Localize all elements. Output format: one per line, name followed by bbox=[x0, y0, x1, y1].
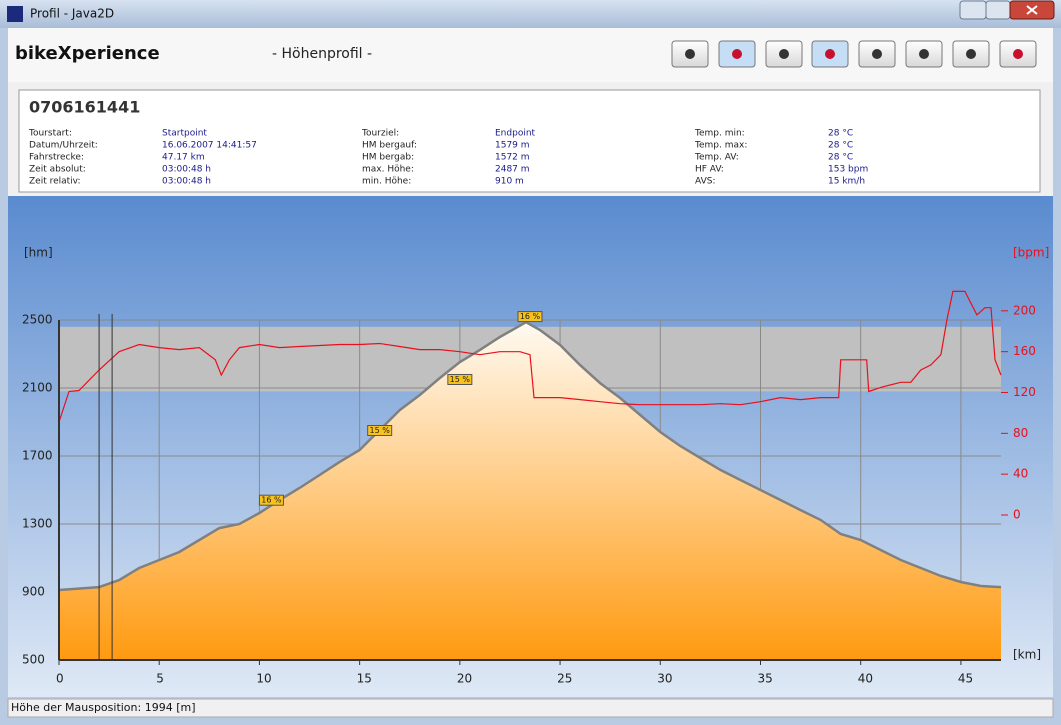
grade-badge bbox=[367, 425, 393, 436]
button-icon bbox=[872, 49, 882, 59]
x-tick-label: 45 bbox=[958, 672, 973, 686]
y-tick-label: 1300 bbox=[22, 517, 53, 531]
elevation-line bbox=[58, 320, 1002, 592]
button-icon bbox=[1013, 49, 1023, 59]
view-title: - Höhenprofil - bbox=[272, 46, 372, 62]
y-tick-label: 900 bbox=[22, 585, 45, 599]
field-label: Datum/Uhrzeit: bbox=[29, 141, 98, 151]
status-text: Höhe der Mausposition: 1994 [m] bbox=[11, 701, 196, 714]
x-tick-label: 25 bbox=[557, 672, 572, 686]
field-label: Temp. max: bbox=[694, 141, 747, 151]
field-label: Zeit relativ: bbox=[29, 177, 81, 187]
field-value: 03:00:48 h bbox=[162, 177, 211, 187]
field-value: Startpoint bbox=[162, 129, 207, 139]
field-label: AVS: bbox=[695, 177, 715, 187]
button-icon bbox=[732, 49, 742, 59]
elevation-area bbox=[59, 322, 1001, 660]
field-label: Fahrstrecke: bbox=[29, 153, 84, 163]
button-icon bbox=[779, 49, 789, 59]
field-value: 153 bpm bbox=[828, 165, 868, 175]
grade-label: 16 % bbox=[261, 496, 282, 505]
grade-label: 16 % bbox=[520, 312, 541, 321]
y2-tick-label: 120 bbox=[1013, 385, 1036, 399]
y-tick-label: 2100 bbox=[22, 381, 53, 395]
x-tick-label: 20 bbox=[457, 672, 472, 686]
field-value: 28 °C bbox=[828, 129, 853, 139]
grade-label: 15 % bbox=[370, 426, 391, 435]
y-axis-title: [hm] bbox=[24, 246, 53, 260]
field-label: HF AV: bbox=[695, 165, 724, 175]
button-icon bbox=[966, 49, 976, 59]
x-tick-label: 10 bbox=[256, 672, 271, 686]
x-tick-label: 30 bbox=[657, 672, 672, 686]
field-label: max. Höhe: bbox=[362, 165, 414, 175]
field-value: 47.17 km bbox=[162, 153, 205, 163]
field-label: Tourziel: bbox=[361, 129, 399, 139]
brand: bikeXperience bbox=[15, 43, 160, 64]
y2-tick-label: 80 bbox=[1013, 426, 1028, 440]
field-value: 1579 m bbox=[495, 141, 530, 151]
y-tick-label: 500 bbox=[22, 653, 45, 667]
y2-tick-label: 160 bbox=[1013, 344, 1036, 358]
field-label: HM bergab: bbox=[362, 153, 414, 163]
toolbar bbox=[671, 40, 1037, 68]
grade-label: 15 % bbox=[450, 375, 471, 384]
button-icon bbox=[919, 49, 929, 59]
field-value: 15 km/h bbox=[828, 177, 865, 187]
y2-tick-label: 200 bbox=[1013, 303, 1036, 317]
y-tick-label: 1700 bbox=[22, 449, 53, 463]
heart-rate-line bbox=[58, 290, 1002, 423]
info-fields: Tourstart: Startpoint Datum/Uhrzeit: 16.06.… bbox=[28, 129, 868, 187]
field-label: min. Höhe: bbox=[362, 177, 411, 187]
y-tick-label: 2500 bbox=[22, 313, 53, 327]
grade-badge bbox=[447, 374, 473, 385]
grade-badge bbox=[517, 311, 543, 323]
x-tick-label: 5 bbox=[156, 672, 164, 686]
x-axis-title: [km] bbox=[1013, 648, 1041, 662]
window-title: Profil - Java2D bbox=[30, 7, 114, 21]
button-icon bbox=[825, 49, 835, 59]
button-icon bbox=[685, 49, 695, 59]
info-panel bbox=[18, 89, 1041, 193]
field-value: 03:00:48 h bbox=[162, 165, 211, 175]
x-tick-label: 0 bbox=[56, 672, 64, 686]
status-bar bbox=[7, 698, 1054, 718]
field-value: 2487 m bbox=[495, 165, 530, 175]
maximize[interactable] bbox=[985, 0, 1011, 20]
x-tick-label: 40 bbox=[858, 672, 873, 686]
field-label: Temp. min: bbox=[694, 129, 745, 139]
field-value: 1572 m bbox=[495, 153, 530, 163]
field-label: Tourstart: bbox=[28, 129, 72, 139]
app-icon bbox=[7, 6, 23, 22]
field-label: Temp. AV: bbox=[694, 153, 739, 163]
minimize[interactable] bbox=[959, 0, 987, 20]
grade-badge bbox=[258, 494, 284, 506]
x-tick-label: 15 bbox=[357, 672, 372, 686]
field-value: 910 m bbox=[495, 177, 524, 187]
field-label: HM bergauf: bbox=[362, 141, 417, 151]
title-bar bbox=[0, 0, 1061, 28]
field-value: 16.06.2007 14:41:57 bbox=[162, 141, 257, 151]
field-value: 28 °C bbox=[828, 141, 853, 151]
field-label: Zeit absolut: bbox=[29, 165, 86, 175]
close-icon bbox=[1026, 5, 1038, 15]
y2-tick-label: 0 bbox=[1013, 508, 1021, 522]
x-tick-label: 35 bbox=[757, 672, 772, 686]
field-value: Endpoint bbox=[495, 129, 536, 139]
y2-axis-title: [bpm] bbox=[1013, 246, 1049, 260]
y2-tick-label: 40 bbox=[1013, 467, 1028, 481]
chart: 500 900 1300 1700 2100 2500 0 5 10 15 20 25 30 35 40 45… bbox=[22, 246, 1049, 686]
field-value: 28 °C bbox=[828, 153, 853, 163]
tour-id: 0706161441 bbox=[29, 98, 140, 117]
header bbox=[8, 28, 1053, 82]
